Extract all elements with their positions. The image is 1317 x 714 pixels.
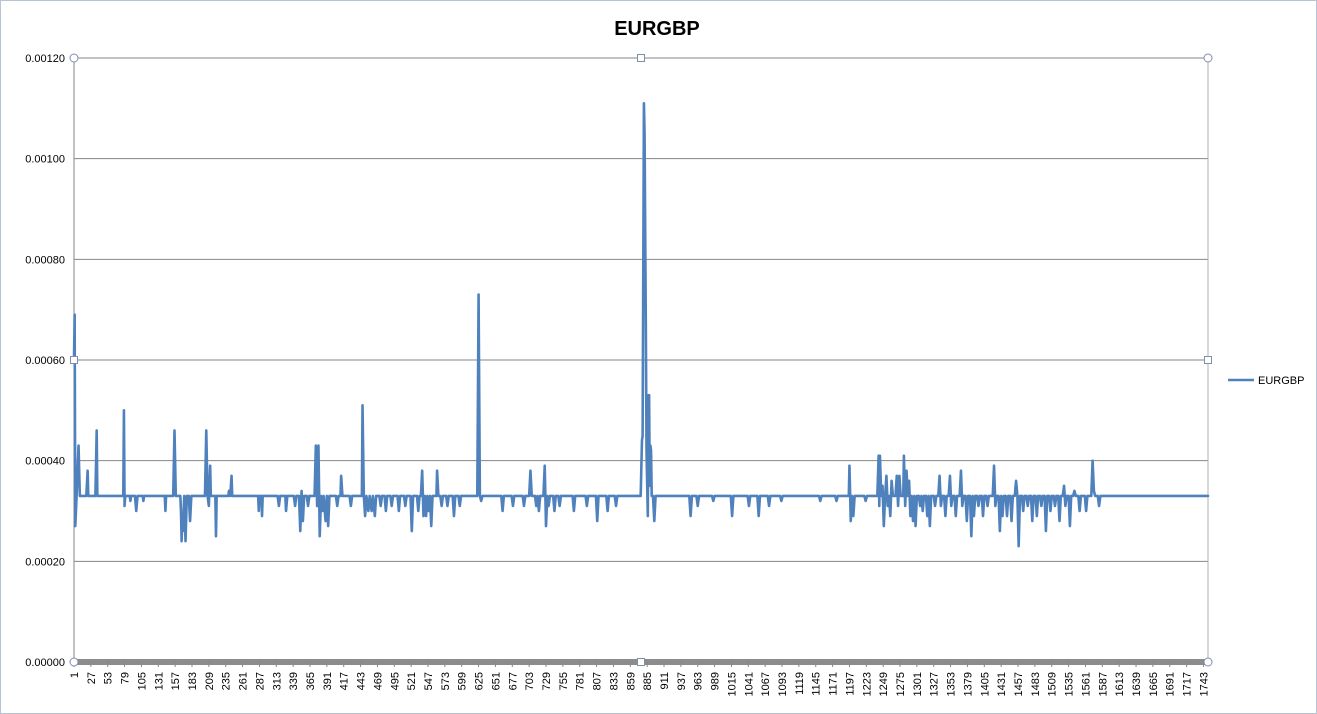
x-tick-label: 287: [254, 672, 266, 690]
x-tick-label: 417: [339, 672, 351, 690]
x-tick-label: 1639: [1131, 672, 1143, 696]
x-tick-label: 1483: [1030, 672, 1042, 696]
x-tick-label: 1353: [946, 672, 958, 696]
legend: EURGBP: [1228, 375, 1304, 387]
series-line-eurgbp[interactable]: [72, 102, 1210, 548]
x-tick-label: 1691: [1165, 672, 1177, 696]
x-tick-label: 599: [457, 672, 469, 690]
x-tick-label: 1327: [929, 672, 941, 696]
edge-resize-handle[interactable]: [637, 54, 645, 62]
x-tick-label: 1197: [844, 672, 856, 696]
x-tick-label: 1145: [811, 672, 823, 696]
x-tick-label: 1015: [726, 672, 738, 696]
y-tick-label: 0.00120: [25, 53, 65, 65]
series-layer: [72, 102, 1210, 548]
x-tick-label: 183: [187, 672, 199, 690]
x-tick-label: 885: [642, 672, 654, 690]
chart-title: EURGBP: [614, 18, 700, 40]
x-tick-label: 1405: [979, 672, 991, 696]
plot-area-selection-handles[interactable]: [69, 53, 1213, 667]
x-tick-label: 1: [69, 672, 81, 678]
x-tick-label: 1275: [895, 672, 907, 696]
edge-resize-handle[interactable]: [1204, 356, 1212, 364]
x-tick-label: 521: [406, 672, 418, 690]
y-tick-label: 0.00040: [25, 456, 65, 468]
x-tick-label: 1093: [777, 672, 789, 696]
y-tick-label: 0.00000: [25, 657, 65, 669]
corner-resize-handle[interactable]: [1203, 657, 1213, 667]
corner-resize-handle[interactable]: [1203, 53, 1213, 63]
edge-resize-handle[interactable]: [637, 658, 645, 666]
x-tick-label: 963: [693, 672, 705, 690]
y-tick-label: 0.00100: [25, 154, 65, 166]
x-tick-label: 105: [136, 672, 148, 690]
x-tick-label: 859: [625, 672, 637, 690]
x-tick-label: 1717: [1182, 672, 1194, 696]
x-tick-label: 1171: [828, 672, 840, 696]
x-tick-label: 1457: [1013, 672, 1025, 696]
x-tick-label: 781: [575, 672, 587, 690]
x-tick-label: 1067: [760, 672, 772, 696]
y-tick-label: 0.00020: [25, 556, 65, 568]
edge-resize-handle[interactable]: [70, 356, 78, 364]
x-tick-label: 157: [170, 672, 182, 690]
x-tick-label: 729: [541, 672, 553, 690]
x-tick-label: 469: [372, 672, 384, 690]
x-tick-label: 261: [238, 672, 250, 690]
x-tick-label: 1431: [996, 672, 1008, 696]
x-tick-label: 53: [103, 672, 115, 684]
corner-resize-handle[interactable]: [69, 657, 79, 667]
x-tick-label: 1223: [861, 672, 873, 696]
x-tick-label: 209: [204, 672, 216, 690]
x-tick-label: 911: [659, 672, 671, 690]
x-tick-label: 1301: [912, 672, 924, 696]
x-tick-label: 365: [305, 672, 317, 690]
x-tick-label: 443: [356, 672, 368, 690]
x-tick-label: 703: [524, 672, 536, 690]
x-tick-label: 989: [710, 672, 722, 690]
x-tick-label: 937: [676, 672, 688, 690]
x-tick-label: 235: [221, 672, 233, 690]
legend-label-eurgbp: EURGBP: [1258, 375, 1304, 387]
x-tick-label: 677: [507, 672, 519, 690]
x-tick-label: 547: [423, 672, 435, 690]
x-tick-label: 1249: [878, 672, 890, 696]
x-tick-label: 495: [389, 672, 401, 690]
y-axis: 0.00000 0.00020 0.00040 0.00060 0.00080 0.001…: [25, 53, 1209, 669]
y-tick-label: 0.00060: [25, 355, 65, 367]
x-tick-label: 339: [288, 672, 300, 690]
x-tick-label: 391: [322, 672, 334, 690]
x-tick-label: 313: [271, 672, 283, 690]
x-tick-label: 27: [86, 672, 98, 684]
y-tick-label: 0.00080: [25, 254, 65, 266]
x-tick-label: 625: [474, 672, 486, 690]
x-tick-label: 573: [440, 672, 452, 690]
x-tick-label: 1587: [1097, 672, 1109, 696]
x-tick-label: 79: [120, 672, 132, 684]
x-tick-label: 131: [153, 672, 165, 690]
corner-resize-handle[interactable]: [69, 53, 79, 63]
x-tick-label: 755: [558, 672, 570, 690]
x-tick-label: 1379: [962, 672, 974, 696]
x-tick-label: 1535: [1064, 672, 1076, 696]
x-tick-label: 1665: [1148, 672, 1160, 696]
x-tick-label: 807: [592, 672, 604, 690]
x-tick-label: 1743: [1198, 672, 1210, 696]
x-tick-label: 833: [608, 672, 620, 690]
x-tick-label: 1119: [794, 672, 806, 695]
x-tick-label: 1041: [743, 672, 755, 696]
x-tick-label: 1509: [1047, 672, 1059, 696]
x-tick-label: 1561: [1080, 672, 1092, 696]
x-tick-label: 651: [490, 672, 502, 690]
x-tick-label: 1613: [1114, 672, 1126, 696]
